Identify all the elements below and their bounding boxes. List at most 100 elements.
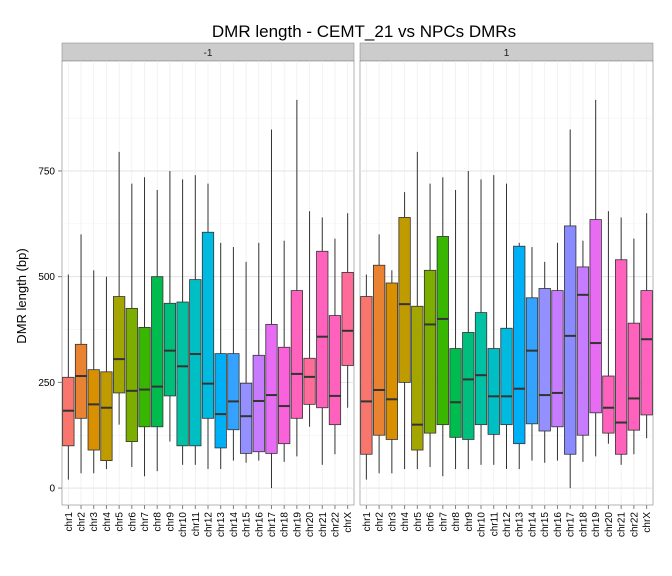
box-chr13 bbox=[214, 242, 227, 470]
x-tick-label: chr8 bbox=[451, 512, 462, 532]
box-body bbox=[423, 269, 437, 434]
x-tick-label: chr14 bbox=[229, 512, 240, 537]
x-tick-label: chr11 bbox=[191, 512, 202, 537]
x-tick-label: chrX bbox=[642, 512, 653, 533]
box-body bbox=[278, 346, 291, 445]
box-body bbox=[138, 326, 151, 428]
x-tick-label: chr13 bbox=[216, 512, 227, 537]
facet-panel-2: 1 chr1 chr2 chr3 chr4 chr5 chr6 chr7 chr8 chr9 chr… bbox=[359, 42, 654, 537]
box-body bbox=[551, 290, 564, 428]
box-chr11 bbox=[487, 175, 500, 465]
box-chr10 bbox=[474, 179, 488, 465]
box-body bbox=[589, 219, 602, 414]
box-chr18 bbox=[576, 240, 590, 462]
y-tick-label: 0 bbox=[49, 484, 55, 495]
x-tick-label: chr15 bbox=[242, 512, 253, 537]
box-chr17 bbox=[564, 129, 577, 489]
box-chr5 bbox=[411, 151, 424, 470]
x-tick-label: chr4 bbox=[400, 512, 411, 532]
box-chr7 bbox=[436, 177, 449, 477]
x-tick-label: chr19 bbox=[292, 512, 303, 537]
box-chr15 bbox=[239, 261, 253, 463]
x-tick-label: chr8 bbox=[153, 512, 164, 532]
box-chr10 bbox=[176, 179, 189, 465]
box-body bbox=[500, 327, 513, 426]
x-tick-label: chr22 bbox=[629, 512, 640, 537]
x-tick-label: chr6 bbox=[127, 512, 138, 532]
box-chr22 bbox=[328, 238, 342, 455]
y-tick-label: 250 bbox=[38, 378, 55, 389]
box-body bbox=[398, 217, 411, 383]
x-tick-label: chr21 bbox=[617, 512, 628, 537]
box-body bbox=[265, 324, 278, 454]
x-tick-label: chr1 bbox=[362, 512, 373, 532]
x-tick-label: chrX bbox=[343, 512, 354, 533]
box-chr1 bbox=[360, 274, 373, 480]
box-body bbox=[239, 382, 253, 454]
x-tick-label: chr22 bbox=[330, 512, 341, 537]
box-chr3 bbox=[385, 270, 398, 474]
x-tick-label: chr2 bbox=[375, 512, 386, 532]
facet-strip-label: 1 bbox=[504, 48, 510, 59]
box-chr22 bbox=[627, 238, 641, 455]
x-tick-label: chr1 bbox=[64, 512, 75, 532]
box-body bbox=[316, 250, 329, 409]
box-chr14 bbox=[525, 247, 539, 461]
x-tick-label: chr17 bbox=[566, 512, 577, 537]
box-chr1 bbox=[62, 274, 75, 480]
box-chr12 bbox=[500, 183, 513, 470]
x-tick-label: chr19 bbox=[591, 512, 602, 537]
box-chr8 bbox=[449, 189, 462, 470]
x-tick-label: chr18 bbox=[578, 512, 589, 537]
box-body bbox=[113, 296, 126, 394]
box-body bbox=[189, 279, 202, 447]
box-body bbox=[252, 354, 265, 453]
box-body bbox=[360, 296, 373, 455]
box-body bbox=[227, 353, 240, 431]
box-body bbox=[214, 353, 227, 449]
box-chr4 bbox=[100, 276, 113, 470]
box-chr9 bbox=[462, 170, 475, 470]
box-body bbox=[74, 343, 88, 419]
box-body bbox=[525, 297, 539, 425]
box-chr9 bbox=[163, 170, 177, 442]
box-body bbox=[564, 225, 577, 455]
box-chr3 bbox=[87, 270, 100, 474]
box-body bbox=[513, 245, 526, 445]
box-body bbox=[125, 307, 138, 442]
box-chr21 bbox=[615, 217, 628, 465]
x-tick-label: chr16 bbox=[553, 512, 564, 537]
x-tick-label: chr9 bbox=[165, 512, 176, 532]
box-chr16 bbox=[551, 242, 564, 461]
box-body bbox=[201, 231, 215, 419]
chart-title: DMR length - CEMT_21 vs NPCs DMRs bbox=[212, 22, 516, 41]
x-tick-label: chr12 bbox=[502, 512, 513, 537]
box-chr13 bbox=[513, 242, 526, 470]
box-chr5 bbox=[113, 151, 126, 425]
box-body bbox=[100, 371, 113, 461]
x-tick-label: chr6 bbox=[426, 512, 437, 532]
box-chr20 bbox=[303, 211, 316, 427]
box-chr4 bbox=[398, 192, 411, 470]
box-chrX bbox=[341, 213, 354, 408]
box-chr21 bbox=[316, 217, 329, 465]
box-body bbox=[538, 288, 551, 432]
x-tick-label: chr5 bbox=[413, 512, 424, 532]
box-body bbox=[328, 315, 342, 426]
box-body bbox=[303, 357, 316, 405]
x-tick-label: chr9 bbox=[464, 512, 475, 532]
x-tick-label: chr7 bbox=[438, 512, 449, 532]
box-body bbox=[87, 369, 100, 451]
box-body bbox=[602, 375, 615, 434]
box-chr19 bbox=[589, 99, 602, 457]
box-chr2 bbox=[372, 234, 386, 474]
y-tick-label: 750 bbox=[38, 166, 55, 177]
box-body bbox=[290, 290, 303, 419]
box-chr6 bbox=[125, 183, 138, 467]
box-body bbox=[341, 272, 354, 366]
x-tick-label: chr3 bbox=[387, 512, 398, 532]
x-tick-label: chr5 bbox=[115, 512, 126, 532]
box-chr6 bbox=[423, 183, 437, 467]
